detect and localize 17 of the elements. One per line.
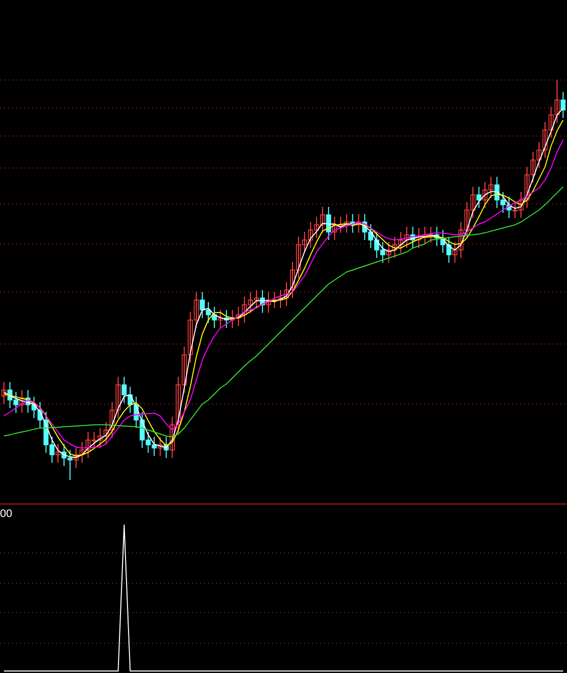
text: 00 [0,508,12,520]
candlestick [332,216,338,240]
candlestick [56,444,61,464]
candlestick [560,92,566,118]
candlestick [230,310,235,328]
candlestick [356,214,362,234]
candlestick [1,382,6,404]
candlestick [158,436,163,456]
candlestick [344,214,350,234]
candlestick [338,216,344,234]
candlestick [19,390,24,414]
candlestick [218,310,223,328]
candlestick [428,226,434,244]
candlestick [476,186,482,208]
candlestick [74,446,79,468]
candlestick [236,306,241,326]
candlestick [278,290,283,308]
